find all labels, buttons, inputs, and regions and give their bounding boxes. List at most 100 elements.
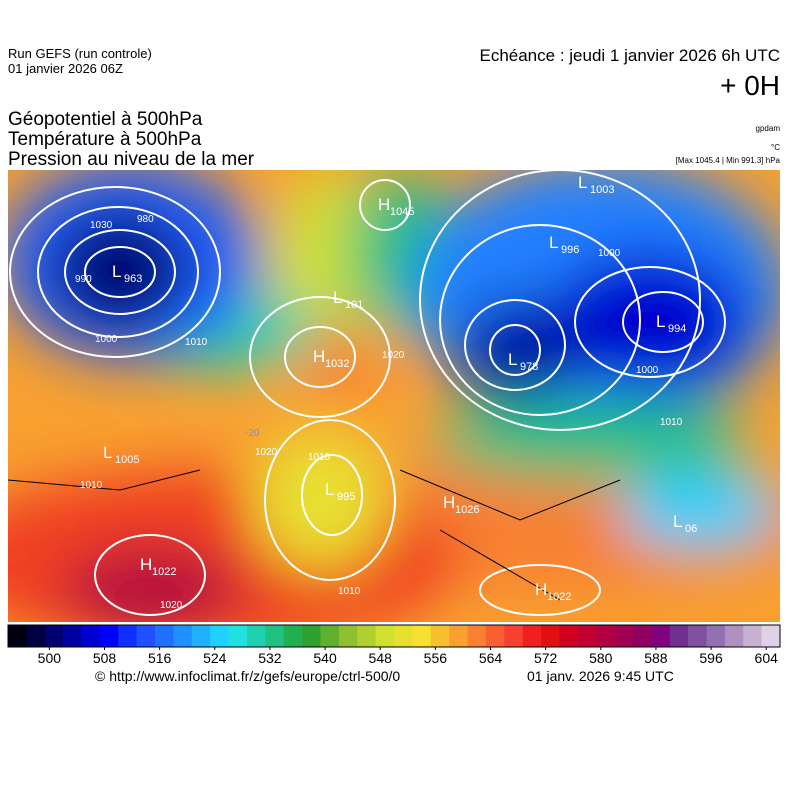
colorbar-swatch (559, 625, 579, 647)
coastline (8, 469, 621, 601)
isobar-label: 1010 (80, 480, 103, 491)
isobar-label: 1010 (185, 337, 208, 348)
isobar-label: 980 (137, 214, 154, 225)
colorbar-swatch (191, 625, 211, 647)
center-value: 1005 (115, 454, 139, 466)
colorbar-swatch (357, 625, 376, 647)
colorbar-swatch (228, 625, 248, 647)
center-value: 06 (685, 523, 697, 535)
colorbar-tick-label: 508 (93, 650, 117, 666)
run: Run GEFS (run controle) (8, 46, 152, 61)
echeance: Echéance : jeudi 1 janvier 2026 6h UTC (479, 46, 780, 65)
isobar-label: 1010 (308, 452, 331, 463)
center-type: L (112, 262, 121, 281)
center-type: L (578, 173, 587, 192)
colorbar-tick-label: 556 (424, 650, 448, 666)
colorbar-swatch (99, 625, 119, 647)
colorbar-tick-label: 516 (148, 650, 172, 666)
colorbar-swatch (44, 625, 64, 647)
colorbar-swatch (136, 625, 156, 647)
colorbar-tick-label: 596 (699, 650, 723, 666)
isobar-label: 990 (75, 274, 92, 285)
colorbar-swatch (522, 625, 542, 647)
center-value: 978 (520, 361, 538, 373)
center-value: 1022 (152, 566, 176, 578)
colorbar-swatch (724, 625, 744, 647)
isobar-label: 1000 (598, 248, 621, 259)
colorbar-swatch (283, 625, 303, 647)
colorbar-swatch (173, 625, 193, 647)
center-value: 996 (561, 244, 579, 256)
center-type: H (140, 555, 152, 574)
colorbar-swatch (412, 625, 432, 647)
colorbar-tick-label: 580 (589, 650, 613, 666)
unit: gpdam (755, 124, 780, 133)
colorbar-swatch (210, 625, 229, 647)
center-type: H (535, 580, 547, 599)
isobar-label: 1000 (95, 334, 118, 345)
field-map (8, 170, 780, 622)
colorbar-swatch (338, 625, 358, 647)
colorbar-tick-label: 604 (755, 650, 779, 666)
colorbar-swatch (375, 625, 395, 647)
colorbar-swatch (614, 625, 634, 647)
colorbar-swatch (430, 625, 450, 647)
colorbar-swatch (596, 625, 615, 647)
center-value: 995 (337, 491, 355, 503)
isobar-label: 1020 (160, 600, 183, 611)
colorbar-swatch (394, 625, 413, 647)
isobar-label: 1010 (338, 586, 361, 597)
field: Température à 500hPa (8, 129, 202, 150)
colorbar-swatch (632, 625, 652, 647)
center-type: L (673, 512, 682, 531)
source: © http://www.infoclimat.fr/z/gefs/europe… (95, 668, 401, 684)
colorbar-swatch (118, 625, 137, 647)
colorbar-tick-label: 588 (644, 650, 668, 666)
colorbar-tick-label: 572 (534, 650, 558, 666)
colorbar-swatch (8, 625, 27, 647)
offset: + 0H (720, 70, 780, 101)
colorbar-swatch (541, 625, 560, 647)
field: Géopotentiel à 500hPa (8, 109, 203, 130)
center-value: 1003 (590, 184, 614, 196)
colorbar-swatch (577, 625, 597, 647)
center-type: L (549, 233, 558, 252)
unit: [Max 1045.4 | Min 991.3] hPa (675, 156, 780, 165)
isobars (9, 170, 726, 616)
colorbar-swatch (265, 625, 285, 647)
isobar-label: 1020 (382, 350, 405, 361)
colorbar-tick-label: 540 (313, 650, 337, 666)
center-type: L (656, 312, 665, 331)
colorbar-swatch (651, 625, 671, 647)
colorbar-tick-label: 564 (479, 650, 503, 666)
colorbar-swatch (26, 625, 46, 647)
run-date: 01 janvier 2026 06Z (8, 61, 123, 76)
center-type: H (443, 493, 455, 512)
colorbar-swatch (302, 625, 321, 647)
colorbar-frame (7, 624, 781, 648)
colorbar-swatch (485, 625, 505, 647)
colorbar-tick-label: 532 (258, 650, 282, 666)
unit: °C (771, 143, 780, 152)
center-value: 101 (345, 299, 363, 311)
center-type: H (378, 195, 390, 214)
colorbar-tick-label: 500 (38, 650, 62, 666)
center-value: 1022 (547, 591, 571, 603)
colorbar-swatch (743, 625, 762, 647)
colorbar-swatch (504, 625, 523, 647)
colorbar-tick-label: 524 (203, 650, 227, 666)
center-type: L (103, 443, 112, 462)
colorbar-swatch (688, 625, 707, 647)
generated: 01 janv. 2026 9:45 UTC (527, 668, 674, 684)
colorbar-swatch (81, 625, 101, 647)
colorbar-swatch (320, 625, 340, 647)
center-value: 1032 (325, 358, 349, 370)
isobar-label: 1030 (90, 220, 113, 231)
center-type: L (508, 350, 517, 369)
colorbar-swatch (449, 625, 468, 647)
colorbar-swatch (706, 625, 726, 647)
center-value: 963 (124, 273, 142, 285)
field: Pression au niveau de la mer (8, 149, 255, 170)
center-value: 994 (668, 323, 686, 335)
